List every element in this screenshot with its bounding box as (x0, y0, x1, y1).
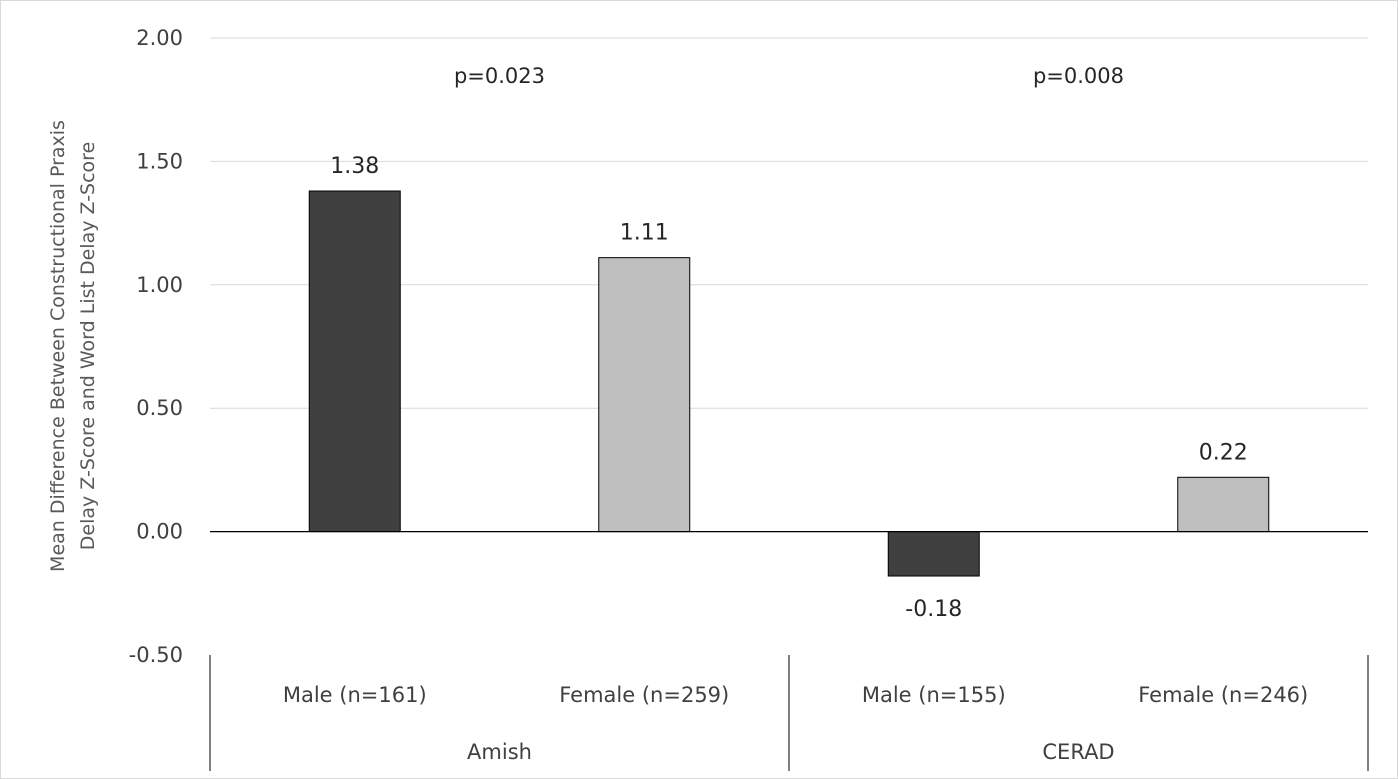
y-tick-label: -0.50 (129, 643, 183, 667)
category-label: Female (n=259) (559, 683, 729, 707)
y-tick-label: 1.00 (136, 273, 183, 297)
y-tick-label: 2.00 (136, 26, 183, 50)
data-label: -0.18 (905, 597, 962, 622)
y-tick-label: 0.00 (136, 520, 183, 544)
group-label: CERAD (1042, 740, 1114, 764)
category-label: Male (n=161) (283, 683, 427, 707)
data-labels: 1.38 1.11 -0.18 0.22 (330, 154, 1247, 622)
y-axis-title: Mean Difference Between Constructional P… (47, 120, 99, 572)
bar-cerad-female (1177, 476, 1270, 533)
group-label: Amish (467, 740, 532, 764)
annotations: p=0.023 p=0.008 (454, 64, 1124, 88)
y-axis-title-line: Delay Z-Score and Word List Delay Z-Scor… (77, 142, 99, 551)
gridlines (210, 37, 1368, 409)
data-label: 1.11 (620, 221, 669, 246)
bars (308, 190, 1270, 577)
category-label: Female (n=246) (1138, 683, 1308, 707)
bar-amish-male (308, 190, 401, 533)
bar-cerad-male (887, 531, 980, 577)
bar-amish-female (598, 257, 691, 533)
y-tick-label: 1.50 (136, 149, 183, 173)
category-label: Male (n=155) (862, 683, 1006, 707)
data-label: 1.38 (330, 154, 379, 179)
y-axis-title-line: Mean Difference Between Constructional P… (47, 120, 69, 572)
p-value-annotation: p=0.023 (454, 64, 545, 88)
x-axis: Male (n=161) Female (n=259) Amish Male (n=1… (209, 655, 1369, 771)
data-label: 0.22 (1199, 440, 1248, 465)
y-tick-label: 0.50 (136, 396, 183, 420)
p-value-annotation: p=0.008 (1033, 64, 1124, 88)
y-axis-ticks: -0.50 0.00 0.50 1.00 1.50 2.00 (129, 26, 183, 667)
